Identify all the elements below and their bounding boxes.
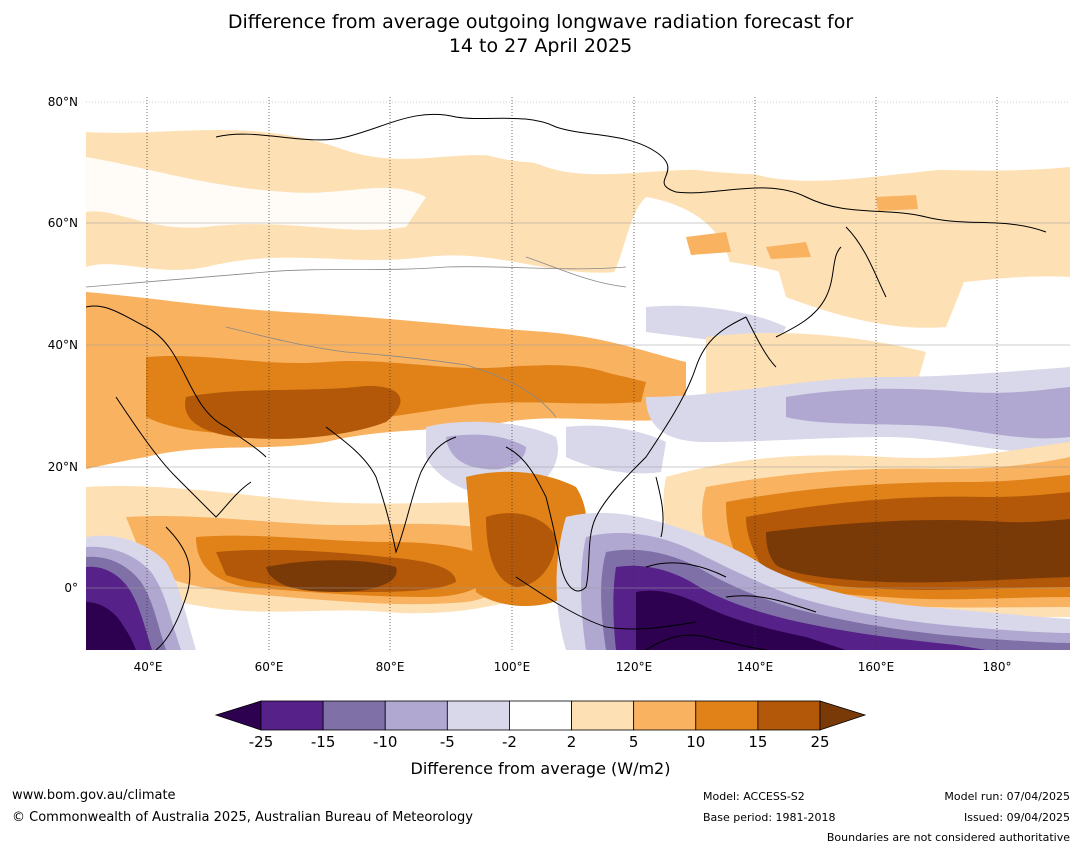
footer-website: www.bom.gov.au/climate [12,788,176,803]
colorbar-tick-label: 15 [748,733,768,751]
lat-label-20n: 20°N [47,460,78,474]
colorbar-extend-max [819,700,867,731]
colorbar-tick-label: 5 [628,733,639,751]
map-canvas [86,97,1070,650]
lon-label-120e: 120°E [615,660,653,674]
lon-label-40e: 40°E [133,660,163,674]
title-line-1: Difference from average outgoing longwav… [227,11,854,33]
colorbar-cell [509,700,572,731]
colorbar-tick-label: -5 [439,733,455,751]
title-line-2: 14 to 27 April 2025 [448,35,633,57]
footer-issued: Issued: 09/04/2025 [963,811,1070,824]
colorbar-tick-label: -2 [501,733,517,751]
footer-disclaimer: Boundaries are not considered authoritat… [826,831,1070,844]
lat-label-80n: 80°N [47,95,78,109]
colorbar-cell [571,700,635,731]
lat-label-0: 0° [64,581,78,595]
colorbar-cell [384,700,448,731]
chart-title: Difference from average outgoing longwav… [0,10,1081,58]
colorbar-extend-min [214,700,262,731]
colorbar-cell [446,700,510,731]
footer-base-period: Base period: 1981-2018 [703,811,836,824]
colorbar-tick-label: 25 [810,733,830,751]
colorbar-cell [633,700,697,731]
colorbar-tick-label: 10 [686,733,706,751]
olr-anomaly-map [86,97,1070,650]
lon-label-160e: 160°E [857,660,895,674]
colorbar-cell [260,700,324,731]
colorbar-label: Difference from average (W/m2) [410,759,671,778]
colorbar-tick-label: -15 [310,733,336,751]
lon-label-180: 180° [982,660,1012,674]
footer-model-run: Model run: 07/04/2025 [944,790,1070,803]
lon-label-80e: 80°E [375,660,405,674]
colorbar-tick-label: -25 [248,733,274,751]
footer-copyright: © Commonwealth of Australia 2025, Austra… [12,810,473,825]
lat-label-40n: 40°N [47,338,78,352]
lon-label-140e: 140°E [736,660,774,674]
colorbar-cell [757,700,821,731]
colorbar-cell [695,700,759,731]
colorbar-tick-label: 2 [566,733,577,751]
lon-label-100e: 100°E [493,660,531,674]
lon-label-60e: 60°E [254,660,284,674]
colorbar-cell [322,700,386,731]
colorbar-tick-label: -10 [372,733,398,751]
footer-model: Model: ACCESS-S2 [703,790,805,803]
lat-label-60n: 60°N [47,216,78,230]
colorbar [214,700,867,731]
